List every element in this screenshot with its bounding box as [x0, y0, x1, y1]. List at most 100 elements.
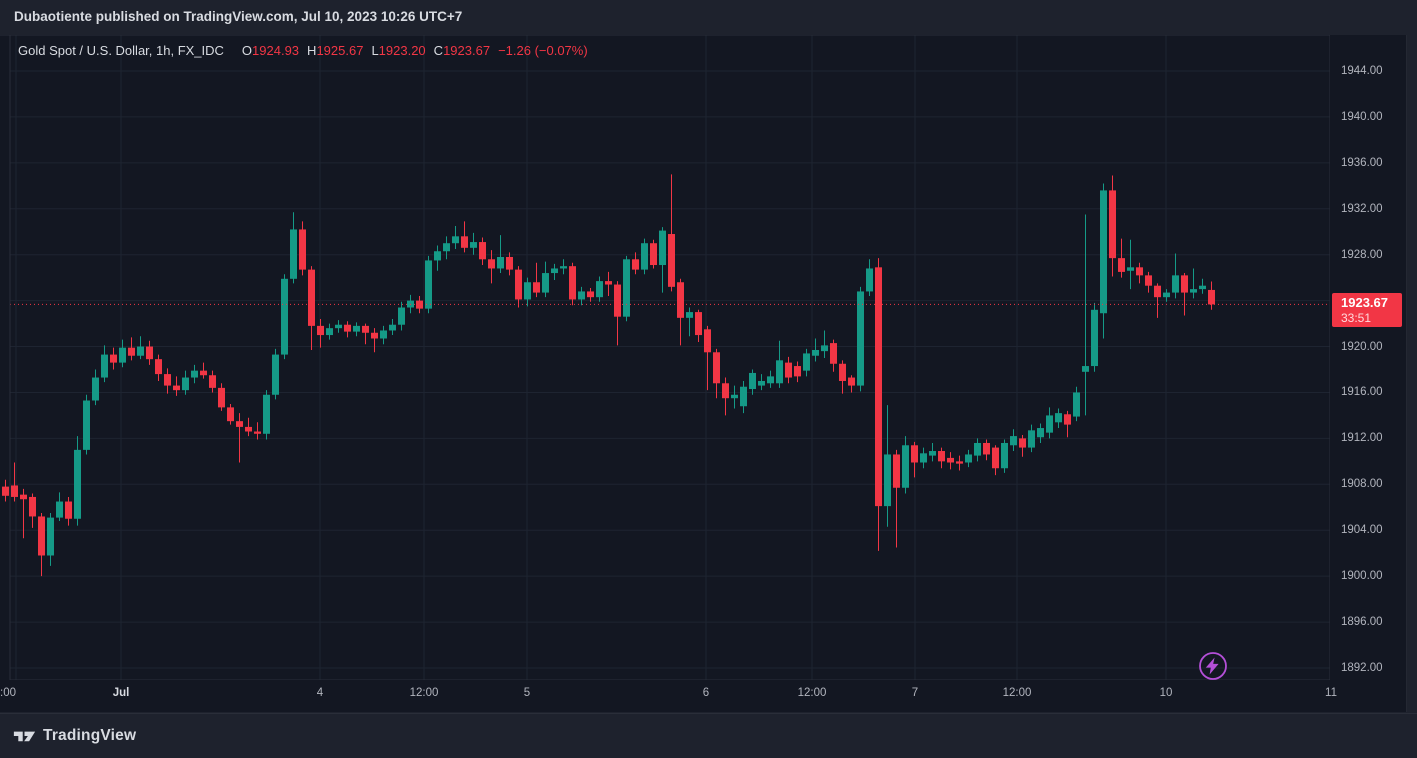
- candle-body: [227, 407, 234, 422]
- candle-body: [218, 387, 225, 408]
- bar-countdown: 33:51: [1341, 311, 1372, 326]
- candle-body: [497, 256, 504, 269]
- candle-body: [812, 349, 819, 356]
- candle-body: [236, 421, 243, 427]
- candle-body: [272, 354, 279, 395]
- price-tick-label: 1920.00: [1341, 340, 1383, 353]
- candle-body: [479, 242, 486, 260]
- price-tick-label: 1912.00: [1341, 432, 1383, 445]
- candle-body: [380, 330, 387, 339]
- candle-body: [821, 345, 828, 352]
- candle-body: [866, 268, 873, 292]
- candle-body: [1010, 436, 1017, 446]
- ohlc-close-label: C: [433, 43, 444, 58]
- time-tick-label: 7: [911, 687, 919, 699]
- candle-body: [803, 353, 810, 371]
- candle-body: [245, 426, 252, 432]
- candle-body: [605, 281, 612, 285]
- tradingview-logo-icon[interactable]: [13, 727, 36, 745]
- candle-body: [1028, 430, 1035, 448]
- candle-body: [83, 400, 90, 450]
- candle-body: [146, 346, 153, 360]
- candle-body: [470, 242, 477, 248]
- candle-body: [1172, 275, 1179, 293]
- candle-body: [2, 486, 9, 496]
- candle-body: [659, 230, 666, 266]
- candle-body: [524, 282, 531, 300]
- candle-body: [191, 370, 198, 378]
- last-price-flag: 1923.67 33:51: [1332, 293, 1402, 328]
- vertical-gridlines: [15, 35, 1332, 680]
- candle-body: [623, 259, 630, 317]
- candle-body: [1181, 275, 1188, 293]
- footer-bar: TradingView: [0, 713, 1417, 758]
- candle-body: [182, 377, 189, 391]
- candle-body: [209, 375, 216, 388]
- candle-body: [74, 449, 81, 519]
- candle-body: [974, 442, 981, 456]
- candle-body: [290, 229, 297, 279]
- candle-body: [425, 260, 432, 309]
- candle-body: [1136, 267, 1143, 276]
- candle-body: [839, 363, 846, 381]
- candle-body: [164, 374, 171, 386]
- time-tick-label: 5: [523, 687, 531, 699]
- time-axis[interactable]: :00 Jul 4 12:00 5 6 12:00 7 12:00 10 11: [0, 680, 1406, 712]
- candle-body: [1190, 289, 1197, 293]
- candle-body: [965, 454, 972, 463]
- candle-body: [1154, 285, 1161, 298]
- candle-body: [1037, 428, 1044, 438]
- candle-body: [857, 291, 864, 386]
- ohlc-high-label: H: [307, 43, 317, 58]
- candle-body: [560, 266, 567, 269]
- ohlc-open-label: O: [241, 43, 253, 58]
- price-tick-label: 1932.00: [1341, 202, 1383, 215]
- candle-body: [1145, 275, 1152, 286]
- candle-body: [533, 282, 540, 293]
- candle-body: [452, 236, 459, 244]
- candle-body: [56, 501, 63, 518]
- candle-body: [281, 278, 288, 355]
- candle-body: [1100, 190, 1107, 314]
- candle-body: [1127, 267, 1134, 271]
- candle-body: [587, 291, 594, 298]
- candle-body: [578, 291, 585, 300]
- candle-body: [317, 325, 324, 336]
- candle-body: [1109, 190, 1116, 259]
- candle-body: [677, 282, 684, 318]
- candle-body: [929, 451, 936, 456]
- price-axis[interactable]: 1923.67 33:51 1944.00 1940.00 1936.00 1932.…: [1330, 35, 1406, 680]
- candle-body: [371, 332, 378, 339]
- candle-body: [38, 516, 45, 556]
- price-tick-label: 1916.00: [1341, 386, 1383, 399]
- candle-body: [767, 376, 774, 384]
- candle-body: [776, 360, 783, 384]
- flash-snapshot-button[interactable]: [1197, 650, 1229, 682]
- candle-body: [308, 269, 315, 326]
- candle-body: [389, 324, 396, 331]
- candle-body: [416, 300, 423, 309]
- lightning-bolt-icon: [1199, 652, 1227, 680]
- price-tick-label: 1896.00: [1341, 616, 1383, 629]
- candle-body: [1118, 258, 1125, 272]
- symbol-legend[interactable]: Gold Spot / U.S. Dollar, 1h, FX_IDC O1924…: [18, 43, 588, 58]
- candle-body: [695, 312, 702, 336]
- candle-body: [353, 325, 360, 332]
- candle-body: [443, 243, 450, 252]
- candle-body: [1001, 442, 1008, 469]
- candle-body: [344, 324, 351, 332]
- candle-body: [155, 359, 162, 375]
- ohlc-low-value: 1923.20: [378, 43, 426, 58]
- candle-body: [137, 346, 144, 356]
- candle-body: [1208, 289, 1215, 305]
- candle-body: [1073, 392, 1080, 417]
- time-tick-label: 12:00: [797, 687, 827, 699]
- candle-body: [461, 236, 468, 248]
- candle-body: [362, 325, 369, 333]
- candle-body: [47, 517, 54, 556]
- candle-body: [335, 324, 342, 329]
- candle-body: [632, 259, 639, 270]
- candle-body: [875, 267, 882, 507]
